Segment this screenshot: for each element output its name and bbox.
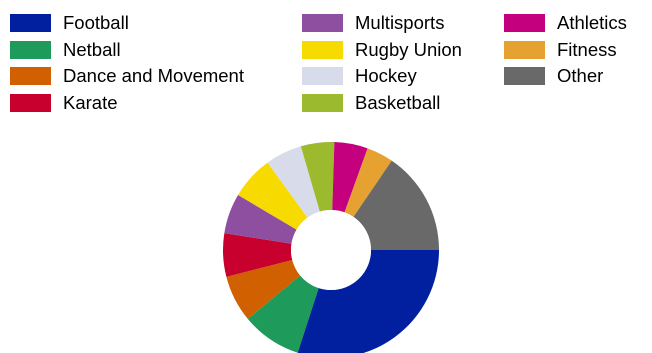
legend-item-karate: Karate: [10, 91, 118, 115]
slice-rugby-union: [238, 162, 308, 230]
slice-netball: [247, 275, 319, 353]
legend-item-multisports: Multisports: [302, 11, 444, 35]
legend-item-hockey: Hockey: [302, 64, 417, 88]
slice-hockey: [267, 146, 320, 218]
legend-label-basketball: Basketball: [355, 92, 441, 113]
legend-swatch-multisports: [302, 14, 343, 32]
legend-label-other: Other: [557, 65, 604, 86]
legend-item-basketball: Basketball: [302, 91, 440, 115]
slice-fitness: [344, 148, 392, 217]
slice-athletics: [332, 142, 368, 213]
legend-label-netball: Netball: [63, 39, 121, 60]
slice-basketball: [300, 141, 335, 212]
legend-label-hockey: Hockey: [355, 65, 417, 86]
legend-item-fitness: Fitness: [504, 38, 617, 62]
legend-item-netball: Netball: [10, 38, 121, 62]
legend-item-dance-and-movement: Dance and Movement: [10, 64, 244, 88]
legend-item-football: Football: [10, 11, 129, 35]
legend-label-karate: Karate: [63, 92, 118, 113]
chart-legend: Football Netball Dance and Movement Karate M…: [0, 0, 652, 120]
legend-swatch-other: [504, 67, 545, 85]
legend-label-athletics: Athletics: [557, 12, 627, 33]
legend-swatch-rugby-union: [302, 41, 343, 59]
legend-label-fitness: Fitness: [557, 39, 617, 60]
legend-label-multisports: Multisports: [355, 12, 445, 33]
legend-swatch-dance-and-movement: [10, 67, 51, 85]
slice-karate: [222, 233, 293, 277]
slice-multisports: [224, 195, 297, 244]
legend-swatch-fitness: [504, 41, 545, 59]
legend-item-other: Other: [504, 64, 603, 88]
legend-item-athletics: Athletics: [504, 11, 627, 35]
legend-swatch-athletics: [504, 14, 545, 32]
legend-swatch-hockey: [302, 67, 343, 85]
legend-item-rugby-union: Rugby Union: [302, 38, 462, 62]
donut-hole: [291, 210, 371, 290]
slice-dance-and-movement: [226, 259, 301, 319]
legend-swatch-football: [10, 14, 51, 32]
legend-label-football: Football: [63, 12, 129, 33]
legend-swatch-basketball: [302, 94, 343, 112]
slice-football: [297, 250, 439, 353]
legend-swatch-netball: [10, 41, 51, 59]
legend-label-dance-and-movement: Dance and Movement: [63, 65, 244, 86]
slice-other: [353, 160, 439, 250]
legend-label-rugby-union: Rugby Union: [355, 39, 462, 60]
legend-swatch-karate: [10, 94, 51, 112]
